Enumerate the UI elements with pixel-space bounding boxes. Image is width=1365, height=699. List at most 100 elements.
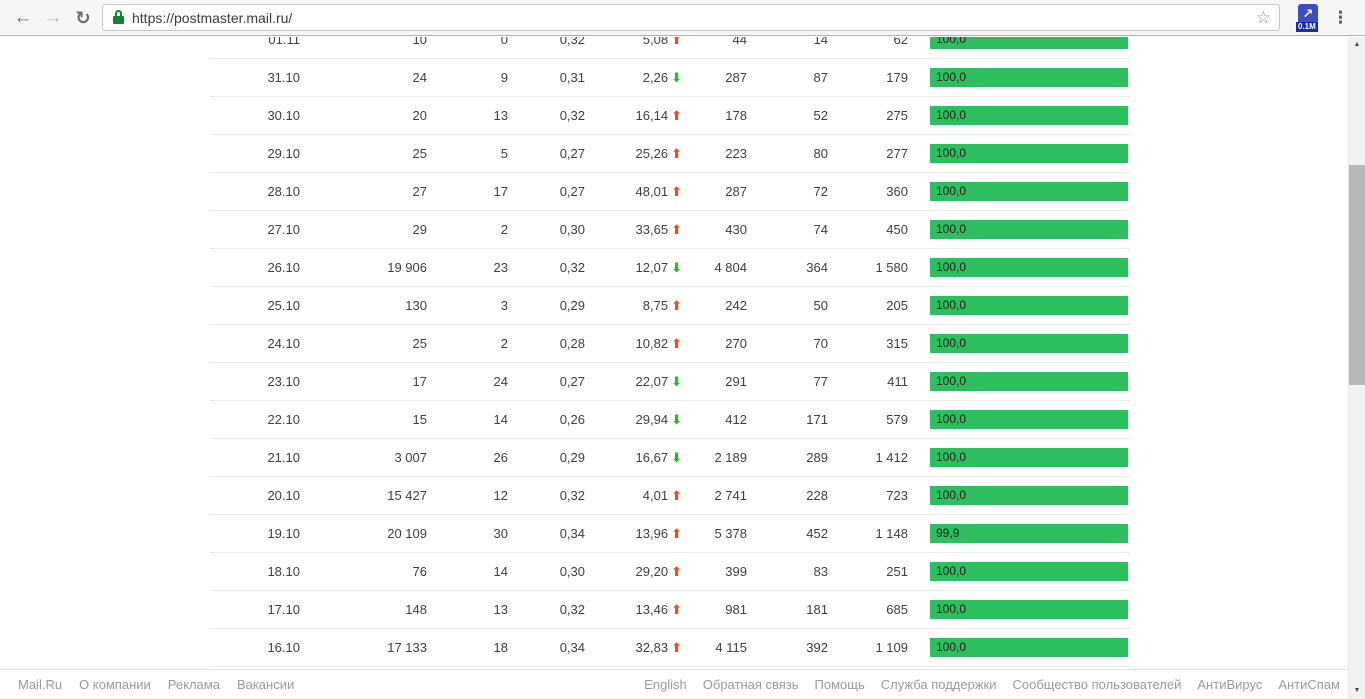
value-cell: 4 115	[715, 640, 747, 655]
value-cell: 270	[725, 336, 747, 351]
value-cell: 74	[813, 222, 828, 237]
value-cell: 0,27	[559, 374, 585, 389]
value-cell: 0,31	[559, 70, 585, 85]
value-cell: 181	[806, 602, 828, 617]
table-row: 22.10 15 14 0,26 29,94 ⬇ 412 171 579 100,…	[210, 401, 1130, 439]
value-cell: 411	[887, 374, 908, 389]
trend-arrow-icon: ⬇	[671, 411, 682, 427]
value-cell: 62	[893, 37, 908, 47]
trend-value: 8,75	[642, 297, 669, 313]
date-cell: 24.10	[267, 336, 300, 351]
date-cell: 18.10	[267, 564, 300, 579]
value-cell: 287	[725, 70, 747, 85]
value-cell: 364	[806, 260, 828, 275]
rate-bar-cell: 100,0	[930, 220, 1128, 239]
trend-cell: 4,01 ⬆	[585, 488, 682, 504]
footer-link[interactable]: Вакансии	[236, 677, 295, 692]
value-cell: 0,34	[559, 640, 585, 655]
trend-value: 13,96	[635, 525, 669, 541]
reload-icon[interactable]: ↻	[75, 7, 91, 28]
scroll-down-icon[interactable]: ▼	[1353, 687, 1361, 694]
footer-link[interactable]: Mail.Ru	[18, 677, 63, 692]
footer-link[interactable]: О компании	[79, 677, 151, 692]
value-cell: 289	[806, 450, 828, 465]
value-cell: 17 133	[387, 640, 427, 655]
scroll-up-icon[interactable]: ▲	[1353, 41, 1361, 48]
value-cell: 450	[886, 222, 908, 237]
date-cell: 27.10	[267, 222, 300, 237]
value-cell: 0,29	[559, 450, 585, 465]
table-row: 19.10 20 109 30 0,34 13,96 ⬆ 5 378 452 1 …	[210, 515, 1130, 553]
extension-icon[interactable]: ↗	[1298, 3, 1318, 24]
table-row: 31.10 24 9 0,31 2,26 ⬇ 287 87 179 100,0	[210, 59, 1130, 97]
footer-link[interactable]: АнтиВирус	[1197, 677, 1263, 692]
date-cell: 26.10	[267, 260, 300, 275]
trend-value: 48,01	[635, 183, 669, 199]
footer-link[interactable]: Реклама	[167, 677, 220, 692]
rate-bar: 100,0	[930, 448, 1128, 467]
footer-link[interactable]: АнтиСпам	[1278, 677, 1340, 692]
rate-bar-cell: 99,9	[930, 524, 1128, 543]
footer-link[interactable]: Сообщество пользователей	[1012, 677, 1182, 692]
scrollbar-thumb[interactable]	[1349, 165, 1365, 385]
value-cell: 27	[412, 184, 427, 199]
footer-link[interactable]: Служба поддержки	[880, 677, 997, 692]
footer-link[interactable]: Обратная связь	[702, 677, 799, 692]
url-text[interactable]: https://postmaster.mail.ru/	[132, 9, 293, 26]
value-cell: 685	[886, 602, 908, 617]
table-row: 23.10 17 24 0,27 22,07 ⬇ 291 77 411 100,0	[210, 363, 1130, 401]
value-cell: 52	[813, 108, 828, 123]
trend-cell: 5,08 ⬆	[585, 37, 682, 48]
rate-bar-cell: 100,0	[930, 334, 1128, 353]
vertical-scrollbar[interactable]: ▲ ▼	[1348, 37, 1365, 699]
back-icon[interactable]: ←	[13, 6, 33, 28]
value-cell: 0,30	[559, 222, 585, 237]
value-cell: 0,26	[559, 412, 585, 427]
rate-bar: 100,0	[930, 68, 1128, 87]
value-cell: 2	[500, 222, 508, 237]
value-cell: 80	[813, 146, 828, 161]
rate-bar: 100,0	[930, 106, 1128, 125]
trend-arrow-icon: ⬇	[671, 449, 682, 465]
trend-arrow-icon: ⬆	[671, 525, 682, 541]
value-cell: 83	[813, 564, 828, 579]
table-row: 18.10 76 14 0,30 29,20 ⬆ 399 83 251 100,0	[210, 553, 1130, 591]
date-cell: 20.10	[267, 488, 300, 503]
value-cell: 178	[725, 108, 747, 123]
trend-arrow-icon: ⬆	[671, 601, 682, 617]
trend-cell: 2,26 ⬇	[585, 70, 682, 86]
value-cell: 0,34	[559, 526, 585, 541]
value-cell: 4 804	[714, 260, 747, 275]
trend-value: 5,08	[642, 37, 669, 47]
value-cell: 70	[813, 336, 828, 351]
trend-cell: 48,01 ⬆	[585, 184, 682, 200]
value-cell: 26	[493, 450, 508, 465]
browser-toolbar: ← → ↻ https://postmaster.mail.ru/ ☆ ↗ 0.…	[0, 0, 1365, 36]
bookmark-star-icon[interactable]: ☆	[1255, 8, 1271, 27]
browser-menu-icon[interactable]: ⋮	[1332, 7, 1349, 27]
address-bar[interactable]: https://postmaster.mail.ru/ ☆	[102, 4, 1280, 31]
trend-cell: 13,46 ⬆	[585, 602, 682, 618]
value-cell: 25	[412, 146, 427, 161]
forward-icon[interactable]: →	[43, 6, 63, 28]
rate-bar-cell: 100,0	[930, 448, 1128, 467]
value-cell: 77	[813, 374, 828, 389]
trend-arrow-icon: ⬆	[671, 563, 682, 579]
trend-value: 2,26	[642, 69, 669, 85]
trend-cell: 22,07 ⬇	[585, 374, 682, 390]
date-cell: 30.10	[267, 108, 300, 123]
footer-link[interactable]: English	[644, 677, 687, 692]
table-row: 17.10 148 13 0,32 13,46 ⬆ 981 181 685 100…	[210, 591, 1130, 629]
trend-value: 22,07	[635, 373, 669, 389]
rate-bar: 100,0	[930, 600, 1128, 619]
extension-button[interactable]: ↗ 0.1M	[1296, 3, 1320, 33]
value-cell: 30	[493, 526, 508, 541]
trend-cell: 12,07 ⬇	[585, 260, 682, 276]
footer-link[interactable]: Помощь	[814, 677, 865, 692]
date-cell: 23.10	[267, 374, 300, 389]
trend-cell: 32,83 ⬆	[585, 640, 682, 656]
table-row: 27.10 29 2 0,30 33,65 ⬆ 430 74 450 100,0	[210, 211, 1130, 249]
value-cell: 205	[886, 298, 908, 313]
table-row: 29.10 25 5 0,27 25,26 ⬆ 223 80 277 100,0	[210, 135, 1130, 173]
trend-value: 13,46	[635, 601, 669, 617]
